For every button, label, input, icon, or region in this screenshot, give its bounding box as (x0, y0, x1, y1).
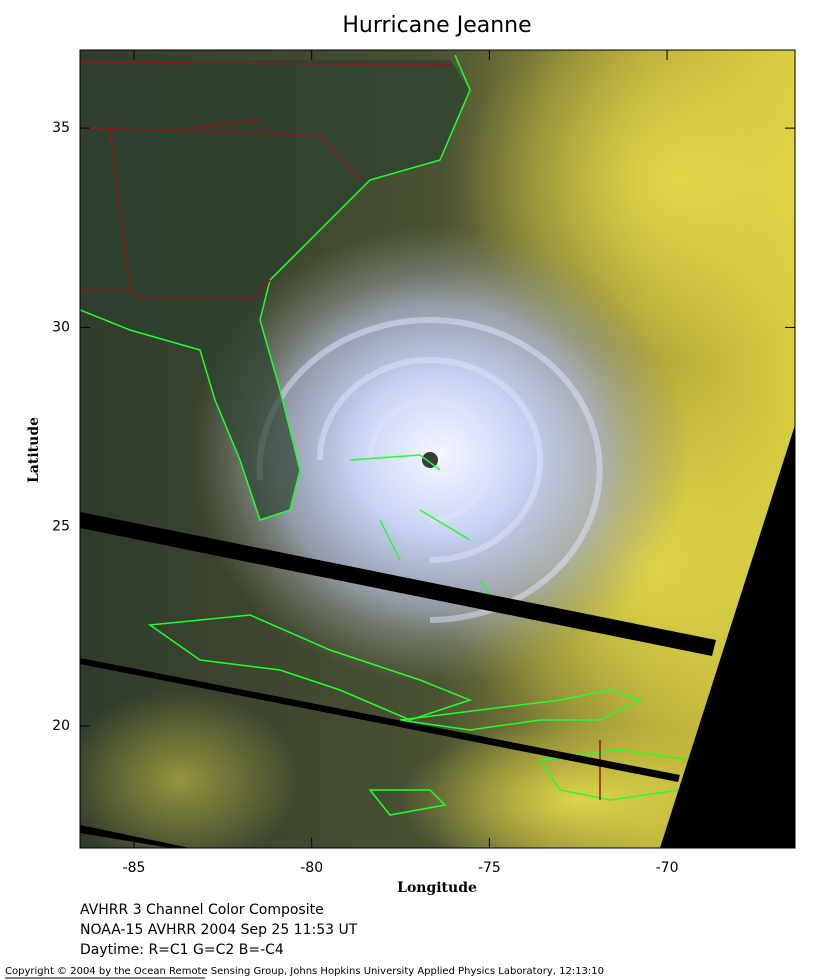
satellite-image (80, 50, 795, 848)
y-tick-label: 35 (52, 120, 70, 136)
y-tick-label: 25 (52, 519, 70, 535)
x-tick-label: -85 (123, 860, 146, 876)
caption-line: Daytime: R=C1 G=C2 B=-C4 (80, 942, 284, 958)
y-axis-label: Latitude (26, 417, 42, 483)
x-tick-label: -75 (478, 860, 501, 876)
caption-line: NOAA-15 AVHRR 2004 Sep 25 11:53 UT (80, 922, 358, 938)
map-frame (79, 49, 796, 849)
y-tick-label: 20 (52, 718, 70, 734)
x-tick-label: -70 (656, 860, 679, 876)
title: Hurricane Jeanne (342, 13, 531, 38)
caption-line: AVHRR 3 Channel Color Composite (80, 902, 324, 918)
copyright: Copyright © 2004 by the Ocean Remote Sen… (5, 966, 604, 977)
y-tick-label: 30 (52, 319, 70, 335)
x-tick-label: -80 (300, 860, 323, 876)
x-axis-label: Longitude (397, 880, 477, 896)
